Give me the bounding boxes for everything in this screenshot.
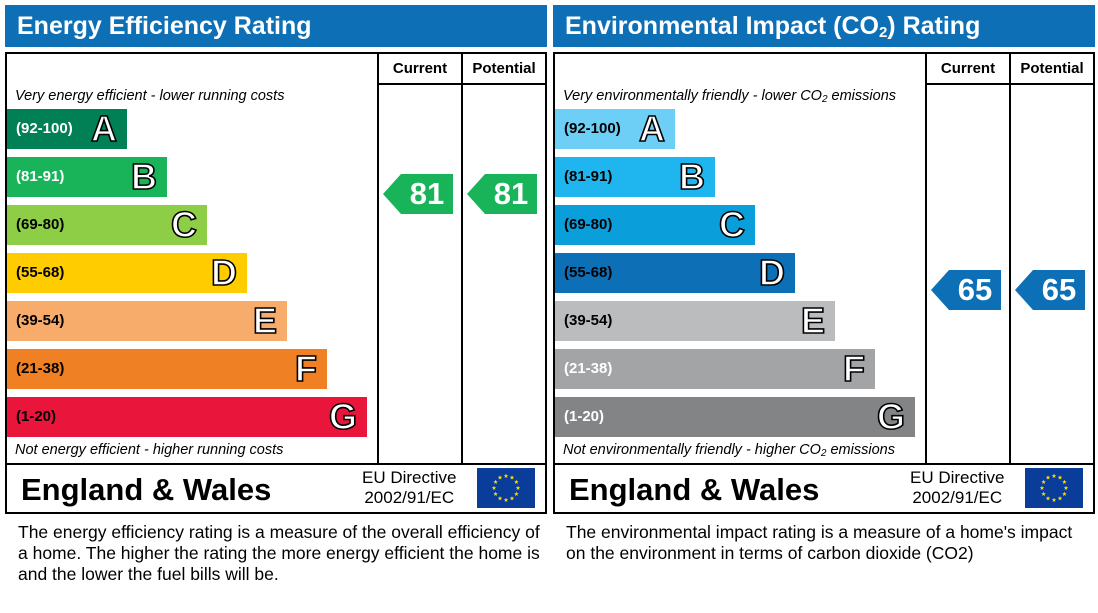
energy-potential-rating-arrow: 81 <box>467 174 537 214</box>
band-range-label: (81-91) <box>564 168 613 185</box>
band-letter: D <box>758 251 786 294</box>
band-d: (55-68) D <box>7 251 247 294</box>
band-range-label: (92-100) <box>16 120 73 137</box>
current-column-header: Current <box>392 60 448 77</box>
eu-star <box>1045 495 1051 501</box>
environmental-panel-title: Environmental Impact (CO2) Rating <box>553 5 1095 47</box>
environmental-chart-frame: Current Potential Very environmentally f… <box>553 52 1095 514</box>
band-a: (92-100) A <box>7 107 127 150</box>
eu-star <box>509 475 515 480</box>
energy-country-label: England & Wales <box>21 472 272 507</box>
environmental-potential-rating-arrow: 65 <box>1015 270 1085 310</box>
eu-star <box>1051 497 1057 502</box>
energy-chart-frame: Current Potential Very energy efficient … <box>5 52 547 514</box>
eu-star <box>503 473 509 478</box>
energy-panel-title: Energy Efficiency Rating <box>5 5 547 47</box>
band-letter: C <box>718 203 746 246</box>
eu-flag-icon <box>477 468 535 508</box>
eu-star <box>1057 495 1063 501</box>
band-letter: A <box>638 107 666 150</box>
energy-potential-value: 81 <box>493 176 529 211</box>
eu-star <box>1045 475 1051 480</box>
eu-star <box>1039 485 1045 490</box>
band-d: (55-68) D <box>555 251 795 294</box>
eu-star <box>1062 479 1067 484</box>
eu-flag-icon <box>1025 468 1083 508</box>
eu-star <box>515 485 521 490</box>
band-range-label: (92-100) <box>564 120 621 137</box>
energy-top-note: Very energy efficient - lower running co… <box>15 88 285 104</box>
environmental-impact-panel: Environmental Impact (CO2) Rating Curren… <box>553 0 1095 613</box>
energy-current-rating-arrow: 81 <box>383 174 453 214</box>
eu-star <box>1051 473 1057 478</box>
band-range-label: (81-91) <box>16 168 65 185</box>
eu-star <box>497 475 503 480</box>
eu-star <box>1057 475 1063 480</box>
potential-column-header: Potential <box>472 60 536 77</box>
band-letter: G <box>876 395 906 438</box>
band-letter: F <box>294 347 318 390</box>
band-range-label: (69-80) <box>16 216 65 233</box>
eu-star <box>514 479 519 484</box>
current-column-header: Current <box>940 60 996 77</box>
environmental-description: The environmental impact rating is a mea… <box>566 522 1073 563</box>
band-letter: B <box>678 155 706 198</box>
potential-column-header: Potential <box>1020 60 1084 77</box>
environmental-directive-label: EU Directive 2002/91/EC <box>910 468 1005 507</box>
band-letter: F <box>842 347 866 390</box>
environmental-country-label: England & Wales <box>569 472 820 507</box>
band-range-label: (39-54) <box>16 312 65 329</box>
band-letter: B <box>130 155 158 198</box>
band-letter: E <box>800 299 826 342</box>
environmental-bottom-note: Not environmentally friendly - higher CO… <box>563 442 895 459</box>
eu-star <box>514 491 519 496</box>
eu-star <box>493 491 498 496</box>
band-f: (21-38) F <box>555 347 875 390</box>
band-range-label: (69-80) <box>564 216 613 233</box>
band-a: (92-100) A <box>555 107 675 150</box>
eu-star <box>1041 479 1046 484</box>
energy-description: The energy efficiency rating is a measur… <box>18 522 540 584</box>
band-c: (69-80) C <box>7 203 207 246</box>
band-g: (1-20) G <box>555 395 915 438</box>
energy-bottom-note: Not energy efficient - higher running co… <box>15 442 284 458</box>
band-letter: C <box>170 203 198 246</box>
band-letter: A <box>90 107 118 150</box>
band-range-label: (55-68) <box>16 264 65 281</box>
environmental-potential-value: 65 <box>1041 272 1077 307</box>
environmental-current-value: 65 <box>957 272 993 307</box>
eu-star <box>1062 491 1067 496</box>
band-e: (39-54) E <box>555 299 835 342</box>
eu-star <box>491 485 497 490</box>
band-c: (69-80) C <box>555 203 755 246</box>
eu-star <box>509 495 515 501</box>
band-range-label: (21-38) <box>16 360 65 377</box>
band-range-label: (55-68) <box>564 264 613 281</box>
eu-star <box>497 495 503 501</box>
environmental-top-note: Very environmentally friendly - lower CO… <box>563 88 897 105</box>
eu-star <box>1041 491 1046 496</box>
band-f: (21-38) F <box>7 347 327 390</box>
environmental-current-rating-arrow: 65 <box>931 270 1001 310</box>
band-g: (1-20) G <box>7 395 367 438</box>
energy-current-value: 81 <box>409 176 445 211</box>
band-b: (81-91) B <box>555 155 715 198</box>
energy-directive-label: EU Directive 2002/91/EC <box>362 468 457 507</box>
band-range-label: (39-54) <box>564 312 613 329</box>
energy-efficiency-panel: Energy Efficiency Rating Current Potenti… <box>5 0 547 613</box>
band-b: (81-91) B <box>7 155 167 198</box>
band-e: (39-54) E <box>7 299 287 342</box>
eu-star <box>1063 485 1069 490</box>
band-letter: G <box>328 395 358 438</box>
band-range-label: (1-20) <box>564 408 605 425</box>
eu-star <box>493 479 498 484</box>
band-range-label: (1-20) <box>16 408 57 425</box>
band-letter: D <box>210 251 238 294</box>
eu-star <box>503 497 509 502</box>
band-letter: E <box>252 299 278 342</box>
band-range-label: (21-38) <box>564 360 613 377</box>
